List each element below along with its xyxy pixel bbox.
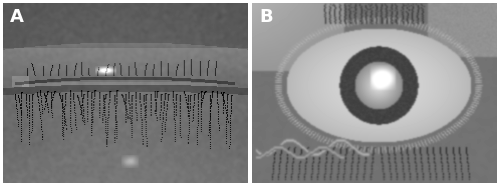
Text: B: B	[260, 8, 273, 26]
Text: A: A	[10, 8, 24, 26]
